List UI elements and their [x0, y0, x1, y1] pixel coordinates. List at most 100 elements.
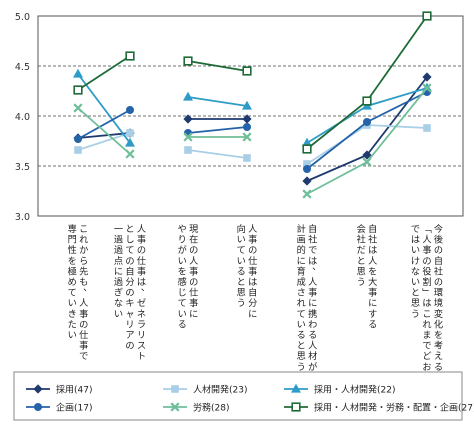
series-4 [74, 88, 431, 173]
legend-item: 採用・人材開発・労務・配置・企画(27) [284, 402, 474, 414]
svg-text:専: 専 [68, 223, 77, 235]
svg-text:思: 思 [357, 266, 366, 277]
data-point [242, 66, 252, 76]
svg-text:と: と [125, 224, 134, 235]
series-6 [73, 11, 432, 154]
svg-text:リ: リ [137, 330, 146, 341]
y-tick-label: 4.5 [15, 62, 30, 73]
svg-text:、: 、 [312, 261, 321, 272]
data-point [125, 51, 135, 61]
svg-text:人: 人 [422, 235, 431, 246]
data-point [73, 68, 83, 78]
svg-text:す: す [368, 309, 377, 320]
svg-text:変: 変 [434, 308, 443, 320]
svg-text:に: に [114, 266, 123, 277]
svg-text:ぎ: ぎ [114, 287, 123, 299]
data-point [422, 83, 432, 93]
svg-text:て: て [178, 298, 187, 309]
svg-text:材: 材 [308, 350, 317, 362]
svg-text:に: に [189, 309, 198, 320]
data-point [183, 56, 193, 66]
svg-text:思: 思 [237, 288, 246, 299]
svg-text:的: 的 [297, 244, 306, 256]
series-line [77, 107, 131, 155]
series-line [187, 96, 248, 107]
svg-text:の: の [434, 245, 443, 256]
svg-text:思: 思 [411, 298, 420, 309]
plot-area [37, 15, 464, 217]
svg-text:る: る [297, 330, 306, 341]
svg-text:の: の [248, 245, 257, 256]
data-point [362, 150, 372, 160]
y-tick-label: 4.0 [15, 112, 30, 123]
data-point [183, 114, 193, 124]
svg-text:後: 後 [434, 234, 443, 246]
svg-text:こ: こ [79, 224, 88, 235]
svg-text:が: が [308, 361, 317, 373]
svg-text:事: 事 [308, 287, 317, 299]
svg-text:で: で [79, 351, 88, 362]
svg-text:自: 自 [434, 255, 443, 267]
data-point [303, 165, 311, 173]
svg-text:を: を [68, 256, 77, 267]
svg-text:先: 先 [79, 265, 88, 277]
data-point [125, 137, 135, 147]
svg-text:の: の [422, 256, 431, 267]
svg-text:事: 事 [248, 234, 257, 246]
svg-text:の: の [137, 245, 146, 256]
series-line [306, 15, 428, 150]
series-1 [73, 72, 432, 186]
svg-text:役: 役 [422, 265, 431, 277]
legend-label: 採用・人材開発・労務・配置・企画(27) [314, 402, 474, 414]
svg-text:事: 事 [422, 244, 431, 256]
svg-text:い: い [297, 319, 306, 330]
series-layer [73, 11, 432, 199]
svg-text:人: 人 [137, 224, 146, 235]
svg-text:自: 自 [308, 223, 317, 235]
legend-label: 採用・人材開発(22) [314, 384, 395, 396]
svg-text:ま: ま [422, 330, 431, 341]
svg-text:今: 今 [434, 223, 443, 235]
data-point [73, 85, 83, 95]
svg-text:性: 性 [68, 244, 77, 256]
svg-text:ト: ト [137, 351, 146, 362]
data-point [243, 123, 251, 131]
data-point [184, 146, 192, 154]
svg-text:人: 人 [368, 256, 377, 267]
svg-text:い: い [237, 256, 246, 267]
category-label-layer: これから先も、人事の仕事で専門性を極めていきたい人事の仕事は、ゼネラリストとして… [68, 223, 447, 389]
legend-item: 採用・人材開発(22) [284, 384, 395, 396]
svg-text:と: と [357, 256, 366, 267]
svg-text:の: の [125, 256, 134, 267]
data-point [302, 189, 312, 199]
svg-text:き: き [68, 309, 77, 320]
legend: 採用(47) 人材開発(23) 採用・人材開発(22) 企画(17) 労務(28) 採用・… [13, 371, 474, 421]
svg-text:ラ: ラ [137, 319, 146, 330]
series-line [187, 60, 248, 72]
data-point [242, 132, 252, 142]
svg-text:て: て [125, 245, 134, 256]
legend-marker [170, 402, 180, 412]
svg-text:キ: キ [125, 298, 134, 309]
data-point [74, 135, 82, 143]
svg-text:に: に [368, 298, 377, 309]
series-line [77, 73, 131, 144]
svg-text:人: 人 [308, 341, 317, 352]
svg-text:点: 点 [114, 256, 123, 267]
legend-item: 人材開発(23) [163, 384, 247, 396]
svg-text:感: 感 [178, 276, 187, 288]
svg-text:わ: わ [308, 319, 317, 330]
svg-text:在: 在 [189, 234, 198, 246]
series-line [77, 132, 131, 139]
svg-text:一: 一 [114, 224, 123, 235]
data-point [422, 72, 432, 82]
svg-text:で: で [411, 224, 420, 235]
svg-text:分: 分 [248, 298, 257, 309]
svg-text:い: い [68, 330, 77, 341]
legend-marker [291, 402, 301, 412]
svg-text:の: の [189, 277, 198, 288]
svg-text:に: に [248, 309, 257, 320]
svg-text:考: 考 [434, 341, 443, 352]
